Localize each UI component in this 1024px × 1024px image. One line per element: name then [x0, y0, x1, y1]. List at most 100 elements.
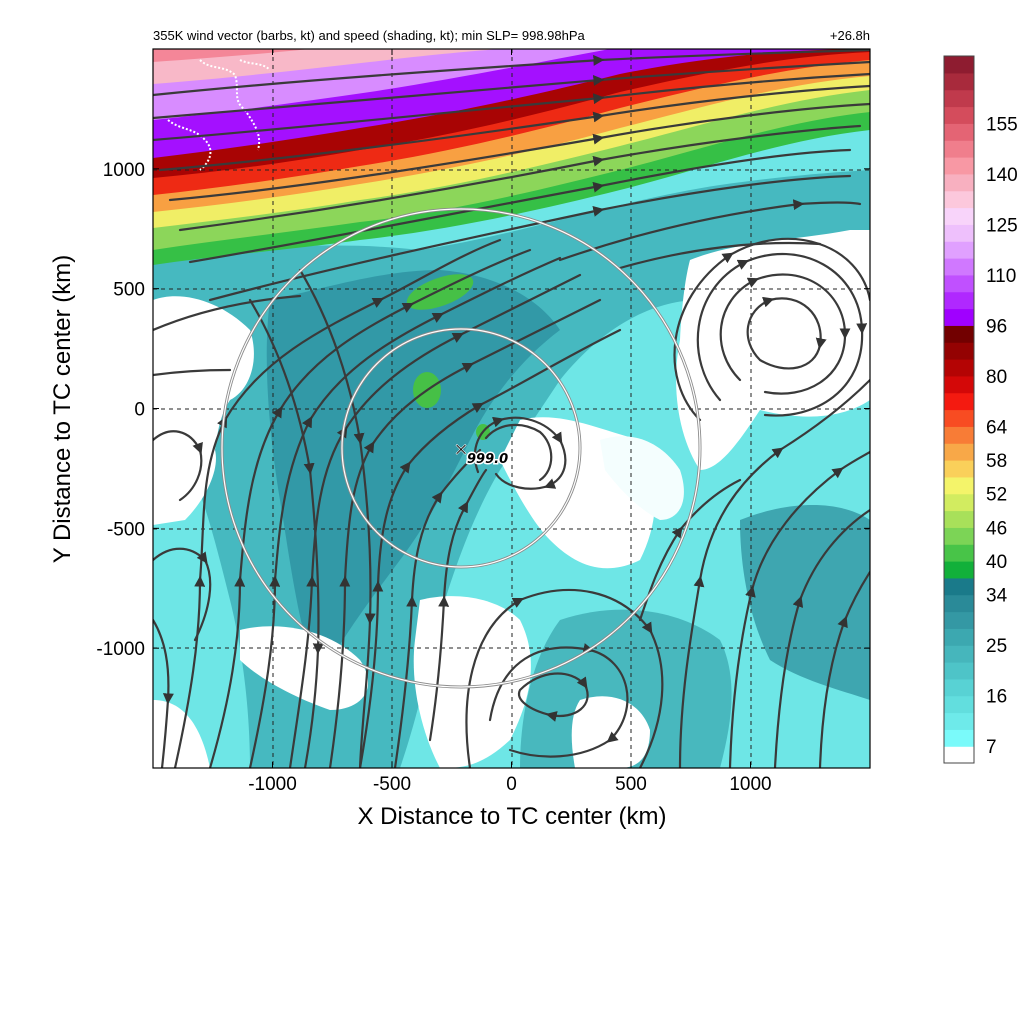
colorbar-swatch [944, 527, 974, 545]
streamline [818, 570, 870, 768]
colorbar-swatch [944, 106, 974, 124]
colorbar-swatch [944, 561, 974, 579]
x-tick-label: -1000 [248, 774, 297, 795]
forecast-hour-label: +26.8h [830, 28, 870, 43]
streamline [618, 241, 822, 270]
y-axis-ticks: -1000 -500 0 500 1000 [96, 160, 870, 660]
shade-calm-lower-mid [413, 596, 531, 768]
colorbar-swatch [944, 476, 974, 495]
y-axis-label: Y Distance to TC center (km) [49, 255, 76, 564]
colorbar-tick-label: 25 [986, 636, 1007, 657]
streamline [358, 328, 622, 768]
colorbar-tick-label: 140 [986, 165, 1018, 186]
streamline [673, 237, 870, 422]
colorbar-swatch [944, 207, 974, 225]
streamline [465, 588, 664, 768]
streamline [153, 547, 212, 642]
y-tick-label: -1000 [96, 639, 145, 660]
range-ring-1000km-inner [221, 208, 701, 688]
streamline [188, 148, 852, 264]
colorbar-swatch [944, 359, 974, 377]
colorbar-tick-label: 52 [986, 485, 1007, 506]
streamline [696, 252, 868, 417]
chart-title: 355K wind vector (barbs, kt) and speed (… [153, 28, 586, 43]
colorbar-swatch [944, 594, 974, 613]
streamline [488, 643, 629, 758]
streamline [158, 84, 870, 172]
colorbar-swatch [944, 662, 974, 680]
streamline [728, 450, 870, 768]
colorbar-tick-label: 40 [986, 552, 1007, 573]
y-tick-label: 500 [113, 280, 145, 301]
streamline [678, 378, 870, 768]
colorbar-swatch [944, 241, 974, 259]
colorbar-swatch [944, 56, 974, 74]
colorbar-tick-label: 155 [986, 114, 1018, 135]
colorbar-swatch [944, 695, 974, 714]
colorbar-swatch [944, 510, 974, 528]
x-axis-ticks: -1000 -500 0 500 1000 [248, 49, 772, 795]
colorbar-swatch [944, 375, 974, 394]
colorbar-tick-label: 80 [986, 367, 1007, 388]
streamline [178, 124, 862, 232]
colorbar-swatch [944, 123, 974, 141]
colorbar-swatch [944, 746, 974, 764]
colorbar-swatch [944, 258, 974, 276]
y-tick-label: -500 [107, 519, 145, 540]
colorbar-tick-label: 110 [986, 266, 1016, 287]
colorbar: 7 16 25 34 40 46 52 58 64 80 96 110 125 140 155 [943, 55, 1018, 764]
colorbar-swatch [944, 173, 974, 192]
range-ring-500km-inner [341, 328, 581, 568]
colorbar-swatch [944, 493, 974, 512]
plot-area: × 999.0 [153, 49, 870, 768]
y-tick-label: 0 [134, 400, 145, 421]
shade-band-deeppink [153, 49, 310, 62]
streamline [558, 199, 862, 262]
streamline [248, 298, 324, 768]
streamline [773, 508, 870, 768]
min-slp-label: 999.0 [467, 452, 508, 467]
colorbar-frame [943, 55, 975, 764]
streamline [153, 49, 870, 97]
streamline [153, 430, 203, 502]
tc-center-marker-icon: × [453, 439, 468, 460]
streamline [168, 102, 870, 202]
colorbar-tick-label: 125 [986, 215, 1018, 236]
colorbar-swatch [944, 190, 974, 209]
colorbar-tick-label: 58 [986, 451, 1007, 472]
shade-calm-center2 [600, 436, 684, 520]
x-axis-label: X Distance to TC center (km) [358, 803, 667, 830]
colorbar-swatch [944, 645, 974, 663]
streamline [393, 448, 482, 768]
colorbar-swatch [944, 712, 974, 730]
streamline [473, 416, 567, 490]
colorbar-tick-label: 46 [986, 518, 1007, 539]
colorbar-swatch [944, 89, 974, 108]
colorbar-swatch [944, 544, 974, 562]
streamline [153, 368, 232, 377]
colorbar-swatch [944, 426, 974, 444]
x-tick-label: 1000 [729, 774, 771, 795]
streamline [208, 174, 852, 302]
colorbar-swatch [944, 291, 974, 310]
colorbar-swatch [944, 577, 974, 596]
colorbar-tick-label: 34 [986, 586, 1008, 607]
colorbar-swatch [944, 611, 974, 629]
colorbar-swatch [944, 72, 974, 91]
streamline [153, 60, 870, 120]
colorbar-tick-label: 96 [986, 316, 1007, 337]
colorbar-swatch [944, 325, 974, 343]
colorbar-swatch [944, 729, 974, 747]
colorbar-swatch [944, 342, 974, 360]
colorbar-swatch [944, 392, 974, 411]
colorbar-swatch [944, 443, 974, 461]
x-tick-label: 500 [615, 774, 647, 795]
streamline [153, 72, 870, 142]
streamline [484, 423, 553, 482]
colorbar-swatch [944, 224, 974, 242]
shade-band-pink [153, 49, 500, 84]
colorbar-swatch [944, 140, 974, 158]
x-tick-label: -500 [373, 774, 411, 795]
colorbar-swatch [944, 308, 974, 326]
